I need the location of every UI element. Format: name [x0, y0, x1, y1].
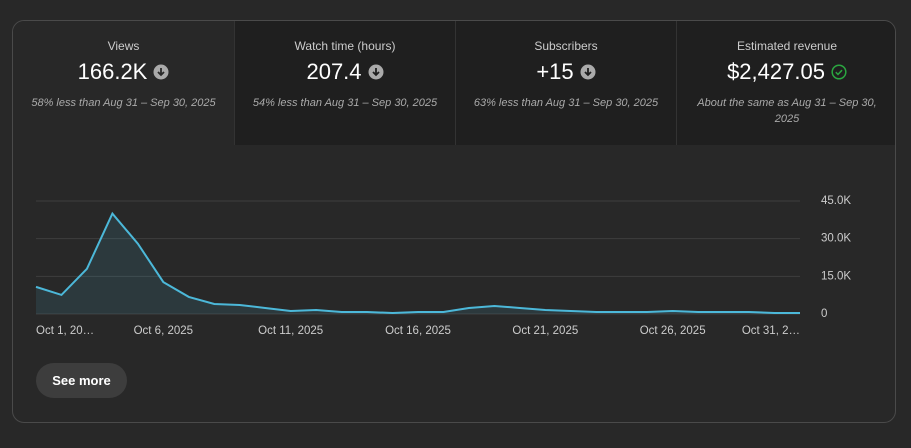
check-icon: [831, 64, 847, 80]
metric-label: Watch time (hours): [294, 39, 396, 53]
metric-value: 207.4: [306, 59, 362, 84]
metric-tab[interactable]: Subscribers +15 63% less than Aug 31 – S…: [455, 21, 676, 145]
metric-value-row: 166.2K: [13, 59, 234, 85]
metric-tab[interactable]: Views 166.2K 58% less than Aug 31 – Sep …: [13, 21, 234, 145]
down-icon: [153, 64, 169, 80]
analytics-card: Views 166.2K 58% less than Aug 31 – Sep …: [12, 20, 896, 423]
y-tick-label: 30.0K: [821, 233, 851, 245]
down-icon: [368, 64, 384, 80]
metric-value-row: 207.4: [235, 59, 455, 85]
down-icon: [580, 64, 596, 80]
metric-comparison: About the same as Aug 31 – Sep 30, 2025: [697, 97, 877, 125]
metric-label: Views: [107, 39, 140, 53]
line-area: [36, 213, 800, 314]
see-more-button[interactable]: See more: [36, 363, 127, 398]
metric-comparison: 63% less than Aug 31 – Sep 30, 2025: [473, 97, 659, 109]
x-tick-label: Oct 16, 2025: [385, 325, 451, 337]
line: [35, 211, 800, 314]
metric-label: Estimated revenue: [736, 39, 838, 53]
x-tick-label: Oct 1, 20…: [36, 325, 94, 337]
metric-tab[interactable]: Estimated revenue $2,427.05 About the sa…: [676, 21, 895, 145]
metric-value: $2,427.05: [727, 59, 825, 84]
x-tick-label: Oct 11, 2025: [258, 325, 323, 337]
chart: 0 15.0K 30.0K 45.0K Oct 1, 20… Oct 6, 2025 Oct…: [35, 195, 851, 337]
y-tick-label: 15.0K: [821, 270, 851, 282]
y-tick-label: 0: [821, 308, 827, 320]
metric-comparison: 54% less than Aug 31 – Sep 30, 2025: [252, 97, 438, 109]
metric-comparison: 58% less than Aug 31 – Sep 30, 2025: [31, 97, 216, 109]
metric-label: Subscribers: [534, 39, 598, 53]
metric-value: 166.2K: [77, 59, 148, 84]
x-tick-label: Oct 26, 2025: [640, 325, 706, 337]
x-tick-label: Oct 6, 2025: [134, 325, 193, 337]
x-tick-label: Oct 21, 2025: [512, 325, 578, 337]
metric-tab[interactable]: Watch time (hours) 207.4 54% less than A…: [234, 21, 455, 145]
y-tick-label: 45.0K: [821, 195, 851, 207]
metric-value: +15: [536, 59, 574, 84]
metric-value-row: +15: [456, 59, 676, 85]
x-tick-label: Oct 31, 2…: [742, 325, 800, 337]
metric-value-row: $2,427.05: [677, 59, 895, 85]
